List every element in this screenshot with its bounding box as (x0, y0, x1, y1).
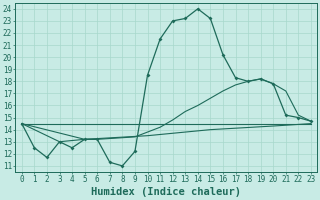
X-axis label: Humidex (Indice chaleur): Humidex (Indice chaleur) (92, 187, 241, 197)
